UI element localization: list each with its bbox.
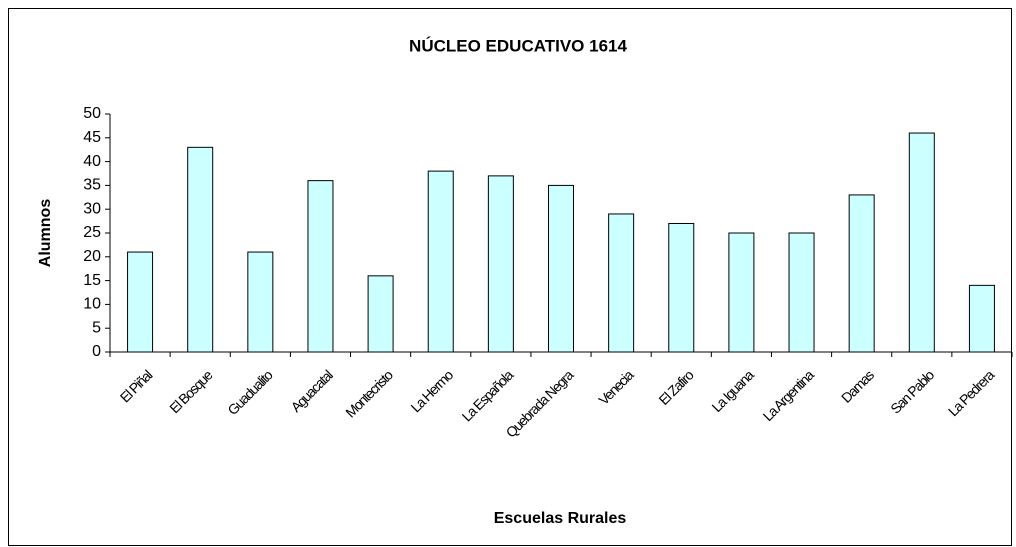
bar [668,222,695,353]
bar [307,180,334,353]
y-tick-label: 45 [83,129,101,146]
y-tick-label: 25 [83,224,101,241]
bar [908,132,935,353]
bar [608,213,635,353]
bar [788,232,815,353]
y-tick-label: 40 [83,153,101,170]
y-tick-label: 20 [83,248,101,265]
bar [187,146,214,353]
y-tick-label: 0 [92,343,101,360]
bar [848,194,875,353]
bar [968,284,995,353]
y-tick-label: 15 [83,272,101,289]
bar [367,275,394,353]
chart-title: NÚCLEO EDUCATIVO 1614 [409,36,627,55]
bar [728,232,755,353]
bar [127,251,154,353]
bar [487,175,514,353]
y-tick-label: 5 [92,319,101,336]
bar [247,251,274,353]
y-tick-label: 35 [83,177,101,194]
x-axis-title: Escuelas Rurales [494,510,627,527]
y-tick-label: 10 [83,296,101,313]
bar [427,170,454,353]
y-axis-title: Alumnos [37,199,54,268]
y-tick-label: 50 [83,105,101,122]
bar [548,184,574,353]
y-tick-label: 30 [83,200,101,217]
